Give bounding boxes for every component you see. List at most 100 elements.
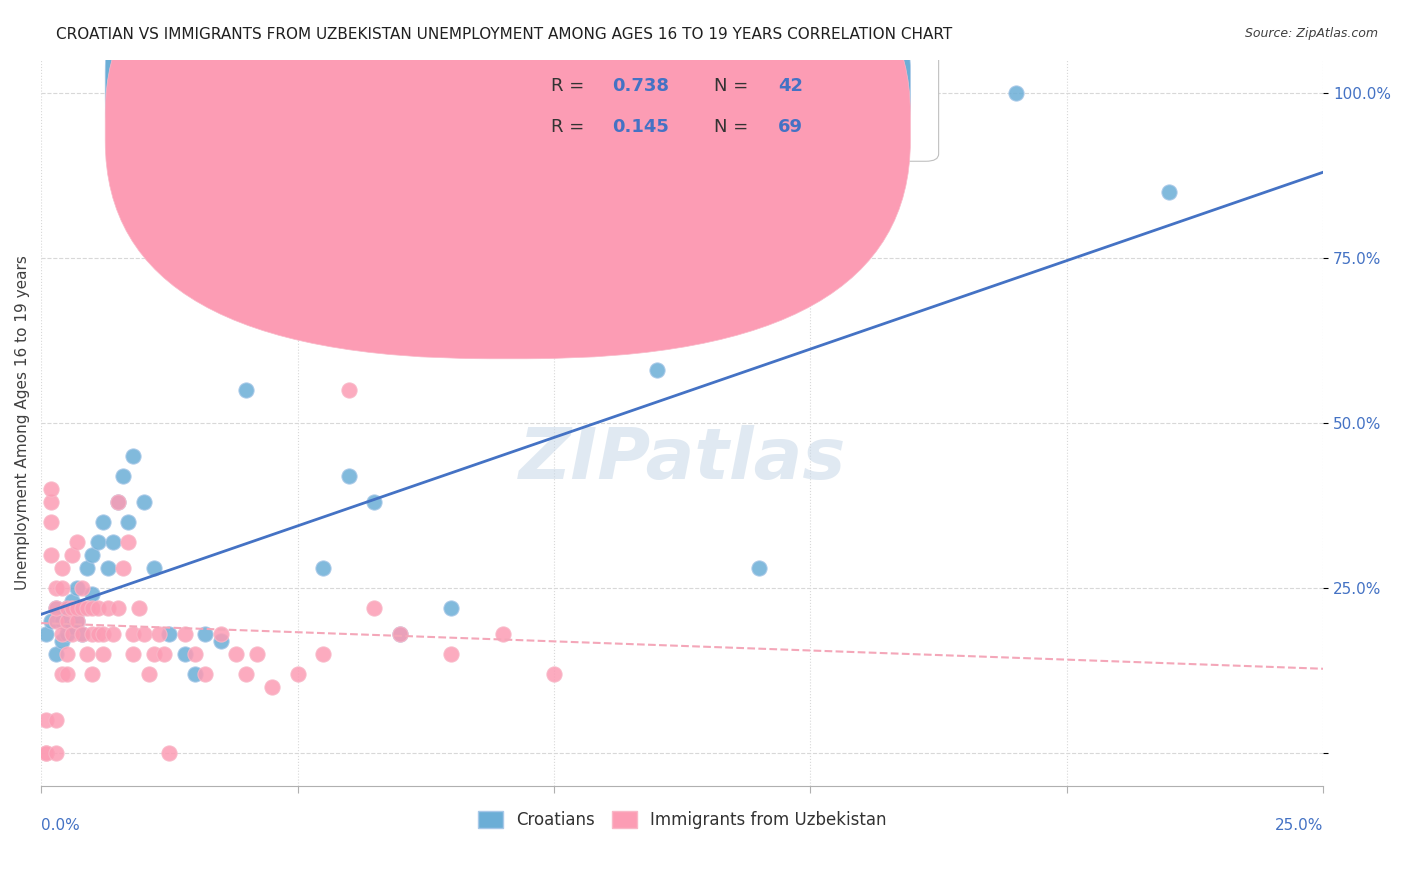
Point — [41, 482, 63, 496]
Text: 42: 42 — [779, 77, 803, 95]
Point — [70, 600, 93, 615]
Point — [122, 449, 145, 463]
Point — [1004, 86, 1026, 100]
Point — [128, 600, 150, 615]
Point — [41, 495, 63, 509]
Point — [363, 495, 385, 509]
Text: ZIPatlas: ZIPatlas — [519, 425, 846, 493]
Point — [157, 627, 180, 641]
Point — [86, 600, 108, 615]
Point — [51, 561, 73, 575]
Point — [173, 647, 195, 661]
Point — [235, 666, 257, 681]
Point — [97, 600, 120, 615]
Point — [138, 666, 160, 681]
Point — [51, 581, 73, 595]
Legend: Croatians, Immigrants from Uzbekistan: Croatians, Immigrants from Uzbekistan — [471, 804, 893, 836]
Point — [157, 746, 180, 760]
Point — [51, 614, 73, 628]
Point — [287, 666, 309, 681]
Point — [60, 548, 83, 562]
Text: R =: R = — [551, 77, 591, 95]
Text: R =: R = — [551, 118, 591, 136]
Point — [66, 614, 89, 628]
Point — [184, 647, 207, 661]
Point — [55, 614, 77, 628]
Point — [41, 614, 63, 628]
Point — [645, 363, 668, 377]
Point — [55, 600, 77, 615]
Point — [389, 627, 412, 641]
Text: 0.145: 0.145 — [612, 118, 668, 136]
Point — [107, 495, 129, 509]
Point — [66, 614, 89, 628]
Point — [312, 561, 335, 575]
Point — [184, 666, 207, 681]
Point — [337, 468, 360, 483]
Point — [66, 534, 89, 549]
Point — [60, 627, 83, 641]
FancyBboxPatch shape — [105, 0, 911, 318]
Point — [122, 647, 145, 661]
Point — [312, 647, 335, 661]
Point — [132, 627, 155, 641]
Point — [55, 600, 77, 615]
Point — [142, 561, 165, 575]
Point — [82, 548, 104, 562]
Point — [45, 647, 67, 661]
Point — [389, 627, 412, 641]
Text: N =: N = — [714, 118, 754, 136]
Point — [91, 515, 114, 529]
Text: CROATIAN VS IMMIGRANTS FROM UZBEKISTAN UNEMPLOYMENT AMONG AGES 16 TO 19 YEARS CO: CROATIAN VS IMMIGRANTS FROM UZBEKISTAN U… — [56, 27, 952, 42]
Point — [55, 627, 77, 641]
Point — [440, 600, 463, 615]
Point — [117, 534, 139, 549]
Point — [51, 627, 73, 641]
Point — [35, 746, 58, 760]
Point — [107, 495, 129, 509]
Text: 0.0%: 0.0% — [41, 819, 80, 833]
Text: Source: ZipAtlas.com: Source: ZipAtlas.com — [1244, 27, 1378, 40]
Point — [66, 581, 89, 595]
Text: 25.0%: 25.0% — [1275, 819, 1323, 833]
Point — [492, 627, 515, 641]
Point — [107, 600, 129, 615]
Point — [35, 746, 58, 760]
Point — [70, 600, 93, 615]
Point — [45, 600, 67, 615]
Point — [225, 647, 247, 661]
Point — [122, 627, 145, 641]
Point — [35, 627, 58, 641]
Point — [117, 515, 139, 529]
Point — [235, 383, 257, 397]
Point — [41, 515, 63, 529]
Point — [337, 383, 360, 397]
Point — [209, 627, 232, 641]
Point — [82, 587, 104, 601]
Point — [260, 680, 283, 694]
Point — [209, 633, 232, 648]
Point — [51, 633, 73, 648]
Point — [82, 666, 104, 681]
Point — [45, 746, 67, 760]
Point — [194, 666, 217, 681]
Point — [76, 561, 98, 575]
Point — [70, 627, 93, 641]
Point — [1159, 185, 1181, 199]
Point — [91, 647, 114, 661]
Point — [55, 666, 77, 681]
Point — [45, 581, 67, 595]
Point — [35, 713, 58, 727]
Point — [45, 614, 67, 628]
Point — [70, 581, 93, 595]
Y-axis label: Unemployment Among Ages 16 to 19 years: Unemployment Among Ages 16 to 19 years — [15, 255, 30, 591]
Point — [440, 647, 463, 661]
Point — [82, 627, 104, 641]
Point — [101, 627, 124, 641]
Point — [194, 627, 217, 641]
Point — [45, 713, 67, 727]
Point — [91, 627, 114, 641]
Point — [132, 495, 155, 509]
Point — [51, 666, 73, 681]
Point — [142, 647, 165, 661]
